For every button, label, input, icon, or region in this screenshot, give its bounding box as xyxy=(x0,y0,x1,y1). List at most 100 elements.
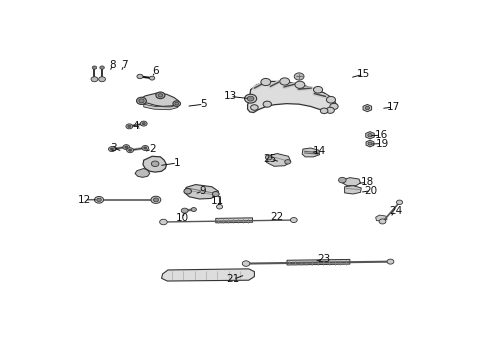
Polygon shape xyxy=(365,132,373,139)
Text: 24: 24 xyxy=(388,206,401,216)
Circle shape xyxy=(247,96,253,101)
Circle shape xyxy=(365,107,369,110)
Circle shape xyxy=(279,78,289,85)
Text: 16: 16 xyxy=(374,130,387,140)
Text: 2: 2 xyxy=(148,144,155,154)
Circle shape xyxy=(378,219,385,224)
Text: 7: 7 xyxy=(121,60,127,70)
Polygon shape xyxy=(161,269,254,281)
Circle shape xyxy=(92,66,97,69)
Circle shape xyxy=(122,145,129,150)
Circle shape xyxy=(183,188,191,194)
Text: 23: 23 xyxy=(316,254,329,264)
Circle shape xyxy=(173,101,180,107)
Circle shape xyxy=(128,149,131,151)
Text: 19: 19 xyxy=(375,139,388,149)
Circle shape xyxy=(126,124,132,129)
Circle shape xyxy=(338,177,346,183)
Circle shape xyxy=(140,121,147,126)
Circle shape xyxy=(100,66,104,69)
Text: 15: 15 xyxy=(356,69,369,79)
Polygon shape xyxy=(366,140,373,147)
Circle shape xyxy=(142,145,148,150)
Text: 3: 3 xyxy=(110,143,117,153)
Circle shape xyxy=(263,101,271,107)
Circle shape xyxy=(260,78,270,86)
Polygon shape xyxy=(142,156,166,172)
Polygon shape xyxy=(143,104,178,110)
Circle shape xyxy=(91,77,98,82)
Circle shape xyxy=(137,74,142,79)
Text: 21: 21 xyxy=(226,274,239,284)
Circle shape xyxy=(143,147,146,149)
Polygon shape xyxy=(375,215,386,221)
Circle shape xyxy=(367,134,371,137)
Circle shape xyxy=(175,102,178,105)
Circle shape xyxy=(99,77,105,82)
Text: 25: 25 xyxy=(263,154,276,164)
Circle shape xyxy=(158,94,163,97)
Circle shape xyxy=(396,200,402,204)
Circle shape xyxy=(284,159,290,164)
Circle shape xyxy=(329,103,338,109)
Circle shape xyxy=(212,192,219,197)
Circle shape xyxy=(244,94,256,103)
Circle shape xyxy=(110,148,113,150)
Polygon shape xyxy=(342,177,360,186)
Circle shape xyxy=(386,259,393,264)
Text: 9: 9 xyxy=(199,186,206,196)
Circle shape xyxy=(97,198,101,202)
Circle shape xyxy=(326,96,335,103)
Circle shape xyxy=(151,196,161,203)
Text: 20: 20 xyxy=(364,186,377,196)
Circle shape xyxy=(126,148,133,153)
Polygon shape xyxy=(302,148,319,157)
Polygon shape xyxy=(286,260,349,265)
Circle shape xyxy=(136,97,146,104)
Circle shape xyxy=(127,125,131,127)
Text: 10: 10 xyxy=(176,213,188,224)
Text: 17: 17 xyxy=(386,102,399,112)
Text: 12: 12 xyxy=(78,195,91,205)
Text: 8: 8 xyxy=(109,60,116,70)
Text: 6: 6 xyxy=(151,67,158,76)
Circle shape xyxy=(142,122,145,125)
Text: 22: 22 xyxy=(269,212,283,222)
Circle shape xyxy=(139,99,144,103)
Polygon shape xyxy=(139,93,178,107)
Circle shape xyxy=(313,86,322,93)
Circle shape xyxy=(294,81,304,89)
Circle shape xyxy=(294,73,304,80)
Polygon shape xyxy=(344,186,361,194)
Circle shape xyxy=(290,217,297,222)
Text: 1: 1 xyxy=(173,158,180,168)
Text: 11: 11 xyxy=(210,196,224,206)
Text: 13: 13 xyxy=(223,91,236,102)
Text: 5: 5 xyxy=(200,99,206,109)
Circle shape xyxy=(320,108,327,114)
Circle shape xyxy=(181,208,188,213)
Text: 14: 14 xyxy=(312,146,325,156)
Circle shape xyxy=(94,197,103,203)
Circle shape xyxy=(108,147,115,152)
Circle shape xyxy=(156,92,164,99)
Circle shape xyxy=(151,161,159,167)
Circle shape xyxy=(242,261,249,266)
Circle shape xyxy=(159,219,167,225)
Circle shape xyxy=(325,107,334,113)
Circle shape xyxy=(250,105,258,110)
Circle shape xyxy=(367,142,371,145)
Circle shape xyxy=(265,155,272,160)
Circle shape xyxy=(191,208,196,211)
Polygon shape xyxy=(135,168,149,177)
Polygon shape xyxy=(215,218,252,223)
Polygon shape xyxy=(362,104,371,112)
Polygon shape xyxy=(266,153,290,166)
Circle shape xyxy=(216,204,222,209)
Text: 18: 18 xyxy=(360,177,373,187)
Circle shape xyxy=(149,76,154,80)
Polygon shape xyxy=(184,185,218,199)
Circle shape xyxy=(153,198,158,202)
Circle shape xyxy=(124,146,127,148)
Polygon shape xyxy=(247,81,335,112)
